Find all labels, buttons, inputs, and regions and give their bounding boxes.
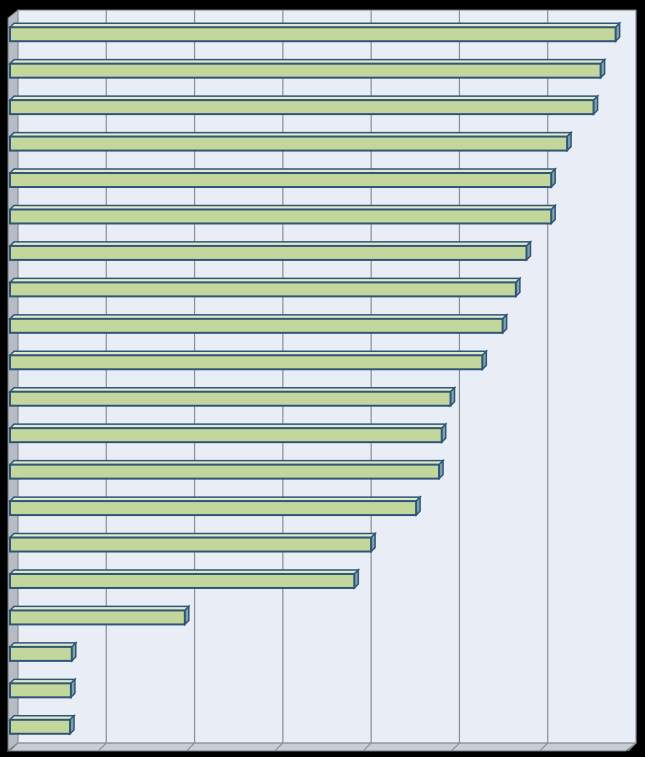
bar-face xyxy=(9,718,72,735)
bar-face xyxy=(9,317,504,334)
grid-line xyxy=(627,10,637,752)
bar xyxy=(8,385,457,408)
bar xyxy=(8,458,445,481)
bar xyxy=(8,167,558,189)
bar-face xyxy=(9,99,595,116)
bar xyxy=(8,604,191,627)
bar xyxy=(8,57,607,80)
bar-face xyxy=(9,62,602,79)
bar xyxy=(8,713,76,736)
bar xyxy=(8,677,77,700)
back-wall xyxy=(17,9,637,744)
bar-face xyxy=(9,26,617,43)
grid-line xyxy=(539,10,549,752)
bar xyxy=(8,130,573,153)
bar-face xyxy=(9,244,528,261)
bar xyxy=(8,313,509,335)
bar xyxy=(8,21,622,44)
bar xyxy=(8,203,558,226)
bar xyxy=(8,276,522,299)
bar xyxy=(8,495,422,517)
bar-face xyxy=(9,536,373,553)
bar xyxy=(8,568,361,590)
bar-face xyxy=(9,427,443,444)
bar xyxy=(8,349,489,372)
bar-face xyxy=(9,281,517,298)
bar-face xyxy=(9,572,356,589)
bar-face xyxy=(9,609,186,626)
left-wall xyxy=(7,8,19,753)
bar-face xyxy=(9,645,73,662)
bar-face xyxy=(9,208,553,225)
bar-face xyxy=(9,354,484,371)
floor xyxy=(6,742,638,752)
bar-face xyxy=(9,463,441,480)
bar xyxy=(8,641,78,663)
bar-face xyxy=(9,682,72,699)
bar xyxy=(8,94,600,116)
bar xyxy=(8,422,448,444)
bar-face xyxy=(9,172,553,189)
bar xyxy=(8,531,377,554)
bar-face xyxy=(9,500,418,517)
bar-face xyxy=(9,135,569,152)
bar-face xyxy=(9,390,452,407)
bar xyxy=(8,240,533,262)
